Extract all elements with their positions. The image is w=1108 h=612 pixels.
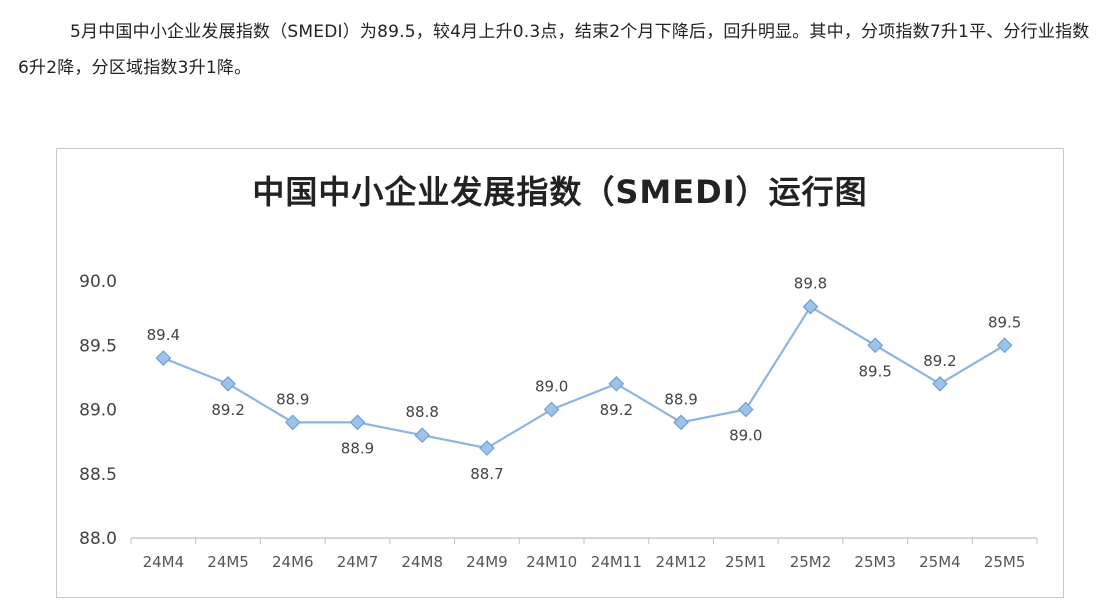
- data-point: [996, 337, 1013, 354]
- data-label: 89.2: [923, 352, 956, 370]
- x-tick-label: 24M6: [272, 553, 314, 571]
- data-point: [802, 298, 819, 315]
- data-label: 89.4: [147, 326, 180, 344]
- y-tick-label: 90.0: [79, 272, 117, 292]
- data-point: [479, 440, 495, 456]
- chart-container: 中国中小企业发展指数（SMEDI）运行图 88.0 88.5 89.0 89.5 90.…: [56, 148, 1064, 598]
- line-chart: 88.0 88.5 89.0 89.5 90.0 24M4 24M5 24M6 24M7 24M8…: [79, 272, 1038, 571]
- x-tick-label: 24M9: [466, 553, 508, 571]
- x-tick-label: 25M3: [854, 553, 896, 571]
- series-polyline: [162, 305, 1006, 450]
- y-tick-label: 89.0: [79, 401, 117, 421]
- data-point: [284, 414, 301, 431]
- x-tick-label: 25M4: [919, 553, 961, 571]
- data-labels: 89.4 89.2 88.9 88.9 88.8 88.7 89.0 89.2 88.9 89.0…: [147, 275, 1022, 483]
- data-point: [220, 375, 236, 392]
- data-label: 89.0: [535, 378, 568, 396]
- data-point: [673, 414, 689, 431]
- x-tick-label: 24M8: [401, 553, 443, 571]
- x-tick-label: 24M5: [207, 553, 249, 571]
- intro-paragraph: 5月中国中小企业发展指数（SMEDI）为89.5，较4月上升0.3点，结束2个月…: [18, 22, 1090, 78]
- data-point: [608, 375, 625, 392]
- x-tick-label: 25M1: [725, 553, 767, 571]
- data-label: 89.2: [600, 401, 633, 419]
- x-tick-label: 24M10: [526, 553, 577, 571]
- data-point: [155, 350, 172, 366]
- tick-labels: 88.0 88.5 89.0 89.5 90.0 24M4 24M5 24M6 24M7 24M8…: [79, 272, 1025, 571]
- y-tick-label: 88.0: [79, 529, 117, 549]
- data-label: 89.8: [794, 275, 827, 293]
- data-label: 88.9: [341, 439, 374, 457]
- data-label: 89.2: [211, 401, 244, 419]
- x-tick-label: 24M12: [656, 553, 707, 571]
- data-point: [867, 337, 884, 354]
- x-tick-label: 24M11: [591, 553, 642, 571]
- y-tick-label: 89.5: [79, 336, 117, 356]
- series-line: [162, 305, 1006, 450]
- data-label: 88.8: [406, 403, 439, 421]
- data-point: [932, 375, 948, 392]
- x-tick-label: 24M7: [337, 553, 379, 571]
- chart-title: 中国中小企业发展指数（SMEDI）运行图: [252, 173, 868, 211]
- data-point: [543, 401, 560, 418]
- data-label: 89.5: [859, 362, 892, 380]
- y-tick-label: 88.5: [79, 465, 117, 485]
- data-label: 88.9: [276, 390, 309, 408]
- markers: [155, 298, 1013, 456]
- axes: [130, 537, 1038, 544]
- data-point: [414, 427, 431, 444]
- x-tick-label: 24M4: [143, 553, 185, 571]
- data-point: [349, 414, 366, 431]
- x-tick-label: 25M5: [984, 553, 1026, 571]
- data-point: [737, 401, 754, 418]
- data-label: 88.9: [664, 390, 697, 408]
- data-label: 89.5: [988, 313, 1021, 331]
- data-label: 89.0: [729, 427, 762, 445]
- x-tick-label: 25M2: [790, 553, 832, 571]
- data-label: 88.7: [470, 465, 503, 483]
